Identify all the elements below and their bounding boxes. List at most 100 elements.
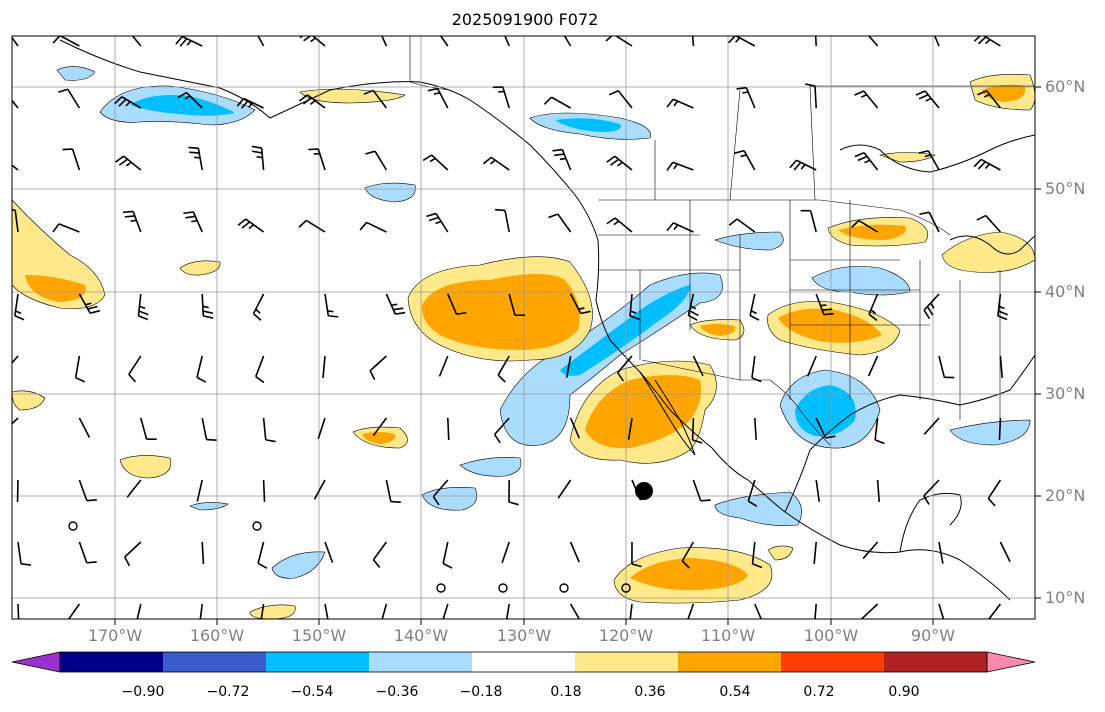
wind-barb-staff <box>197 148 203 171</box>
contour-pos-ne-pac-core <box>421 274 580 350</box>
lon-label: 90°W <box>910 626 956 645</box>
wind-barb-staff <box>317 148 326 171</box>
wind-barb-staff <box>262 417 267 440</box>
wind-barb-flag <box>194 156 201 159</box>
wind-barb-flag <box>2 32 8 34</box>
wind-barb-staff <box>17 541 22 564</box>
colorbar-segment <box>369 652 473 672</box>
wind-barb-staff <box>751 355 756 378</box>
wind-barb-flag <box>369 370 376 381</box>
wind-barb-staff <box>311 36 326 47</box>
wind-barb-flag <box>700 499 711 502</box>
wind-barb-flag <box>870 309 877 315</box>
wind-barb-flag <box>372 559 381 569</box>
wind-barb-flag <box>977 36 987 45</box>
wind-barb-flag <box>243 27 253 29</box>
wind-barb-flag <box>617 161 623 167</box>
wind-barb-flag <box>692 439 703 444</box>
wind-barb-staff <box>745 87 756 109</box>
wind-barb-flag <box>666 222 674 232</box>
contour-pos-canada <box>878 152 936 163</box>
wind-barb-flag <box>977 90 988 96</box>
wind-barb-flag <box>727 36 737 44</box>
wind-barb-flag <box>613 220 620 226</box>
wind-barb-flag <box>365 150 376 155</box>
contour-pos-dateline-core <box>25 275 86 302</box>
wind-barb-flag <box>435 220 442 225</box>
wind-barb-flag <box>175 36 183 45</box>
wind-barb-flag <box>923 309 931 320</box>
wind-barb-flag <box>433 92 440 95</box>
wind-barb-flag <box>854 29 863 33</box>
calm-circle <box>68 521 78 531</box>
wind-barb-staff <box>132 211 142 233</box>
wind-barb-flag <box>191 219 198 223</box>
contour-pos-southwest-core <box>778 308 882 343</box>
wind-barb-staff <box>14 293 19 316</box>
wind-barb-flag <box>206 438 217 441</box>
contour-neg-bering <box>56 66 96 81</box>
wind-barb-flag <box>924 154 931 158</box>
wind-barb-staff <box>569 417 581 439</box>
anomaly-contours <box>12 66 1035 619</box>
wind-barb-staff <box>980 158 1001 171</box>
wind-barb-staff <box>747 479 756 502</box>
wind-barb-flag <box>123 210 134 214</box>
colorbar-outline <box>59 651 988 673</box>
wind-barb-flag <box>552 148 563 152</box>
contour-neg-mid2 <box>459 457 522 477</box>
wind-barb-flag <box>247 102 254 108</box>
wind-barb-flag <box>987 497 996 507</box>
wind-barb-staff <box>999 541 1011 563</box>
lon-label: 110°W <box>700 626 756 645</box>
wind-barb-flag <box>328 314 339 318</box>
wind-barb-staff <box>497 355 510 376</box>
wind-barb-staff <box>985 215 1001 233</box>
wind-barb-flag <box>302 97 312 105</box>
wind-barb-staff <box>140 417 148 440</box>
wind-barb-flag <box>736 86 747 90</box>
wind-barb-flag <box>494 208 506 212</box>
wind-barb-staff <box>494 417 510 435</box>
wind-barb-flag <box>202 310 214 315</box>
wind-barb-flag <box>673 100 679 107</box>
wind-barb-flag <box>390 500 401 503</box>
wind-barb-flag <box>497 374 506 383</box>
wind-barb-flag <box>617 372 624 382</box>
wind-barb-flag <box>793 161 802 171</box>
wind-barb-staff <box>123 155 142 171</box>
wind-barb-flag <box>456 311 467 315</box>
wind-barb-staff <box>78 541 88 564</box>
wind-barb-staff <box>12 36 19 47</box>
wind-barb-staff <box>438 355 449 377</box>
wind-barb-flag <box>359 221 368 231</box>
wind-barb-flag <box>690 305 697 310</box>
wind-barb-staff <box>58 223 80 233</box>
wind-barb-flag <box>493 434 501 444</box>
wind-barb-flag <box>202 305 209 309</box>
wind-barb-flag <box>368 26 378 28</box>
wind-barb-flag <box>823 312 834 316</box>
wind-barb-staff <box>14 210 19 233</box>
wind-barb-flag <box>115 155 125 163</box>
contour-neg-east <box>949 419 1031 446</box>
wind-barb-flag <box>926 306 934 316</box>
wind-barb-flag <box>2 433 7 442</box>
wind-barb-flag <box>983 93 991 98</box>
wind-barb-staff <box>923 417 940 435</box>
wind-barb-staff <box>672 161 694 171</box>
wind-barb-staff <box>938 603 945 619</box>
wind-barb-flag <box>241 221 251 229</box>
wind-barb-flag <box>188 146 199 150</box>
contour-neg-hawaii <box>189 502 229 511</box>
wind-barb-staff <box>260 603 265 619</box>
wind-barb-staff <box>863 90 879 109</box>
contour-pos-hi-west <box>119 455 172 479</box>
lon-label: 170°W <box>87 626 143 645</box>
wind-barb-flag <box>428 216 439 222</box>
wind-barb-flag <box>62 148 73 151</box>
wind-barb-staff <box>199 603 203 619</box>
wind-barb-flag <box>918 93 929 100</box>
wind-barb-flag <box>751 377 762 383</box>
wind-barb-flag <box>606 155 616 163</box>
